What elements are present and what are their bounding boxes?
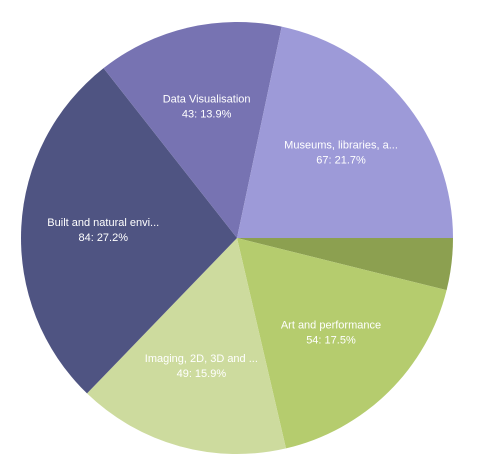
pie-slice-0 xyxy=(237,238,453,291)
pie-slice-1 xyxy=(237,238,447,449)
slice-value-label-4: 43: 13.9% xyxy=(182,109,232,121)
slice-value-label-3: 84: 27.2% xyxy=(78,232,128,244)
slice-value-label-5: 67: 21.7% xyxy=(316,155,366,167)
slice-category-label-4: Data Visualisation xyxy=(163,94,251,106)
slice-category-label-1: Art and performance xyxy=(281,319,381,331)
slice-category-label-3: Built and natural envi... xyxy=(47,217,159,229)
pie-slices xyxy=(20,21,453,454)
slice-category-label-2: Imaging, 2D, 3D and ... xyxy=(145,353,258,365)
pie-slice-5 xyxy=(237,26,453,239)
pie-slice-2 xyxy=(87,238,286,454)
pie-slice-3 xyxy=(20,68,237,394)
slice-value-label-2: 49: 15.9% xyxy=(177,368,227,380)
slice-value-label-1: 54: 17.5% xyxy=(306,334,356,346)
pie-slice-4 xyxy=(103,21,282,238)
slice-category-label-5: Museums, libraries, a... xyxy=(284,140,398,152)
pie-labels: Art and performance 54: 17.5% Imaging, 2D,… xyxy=(47,94,398,381)
